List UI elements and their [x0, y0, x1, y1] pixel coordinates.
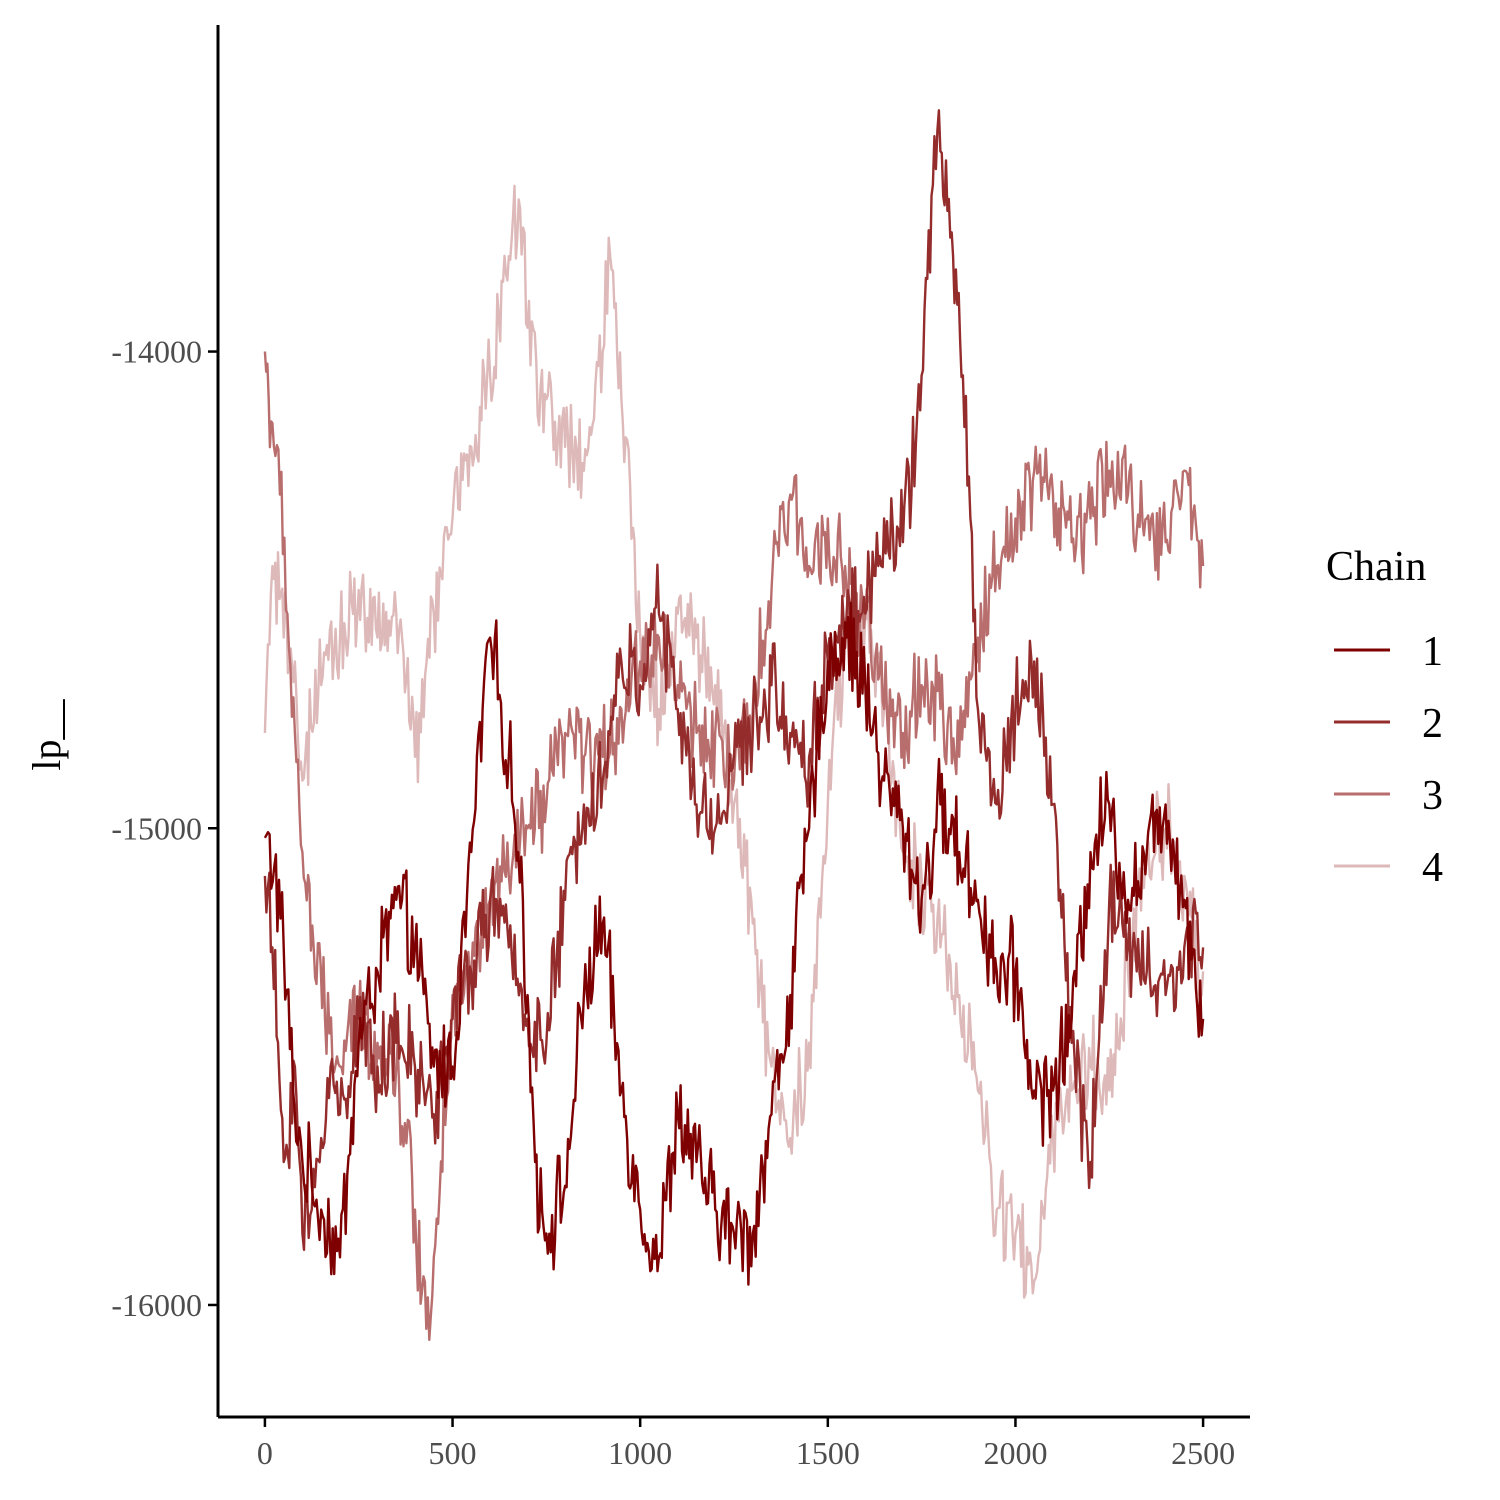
x-tick-label: 1000 — [608, 1435, 672, 1471]
legend-title: Chain — [1326, 544, 1426, 590]
x-tick-label: 0 — [257, 1435, 273, 1471]
y-tick-label: -14000 — [111, 334, 202, 370]
legend-label-chain-1: 1 — [1422, 629, 1443, 675]
x-ticks: 0 500 1000 1500 2000 2500 — [257, 1417, 1235, 1471]
legend-label-chain-2: 2 — [1422, 701, 1443, 747]
y-axis-title: lp__ — [24, 698, 69, 770]
x-tick-label: 2500 — [1171, 1435, 1235, 1471]
x-tick-label: 1500 — [796, 1435, 860, 1471]
y-tick-label: -15000 — [111, 810, 202, 846]
x-tick-label: 500 — [429, 1435, 477, 1471]
series-line-chain-4 — [263, 184, 1205, 1299]
legend: 1 2 3 4 — [1334, 629, 1443, 891]
legend-label-chain-4: 4 — [1422, 845, 1443, 891]
series-line-chain-2 — [263, 109, 1205, 1252]
series-line-chain-1 — [263, 601, 1205, 1286]
x-tick-label: 2000 — [983, 1435, 1047, 1471]
legend-label-chain-3: 3 — [1422, 773, 1443, 819]
series-line-chain-3 — [263, 351, 1205, 1342]
series-layer — [263, 109, 1205, 1342]
y-ticks: -14000 -15000 -16000 — [111, 334, 218, 1323]
y-tick-label: -16000 — [111, 1287, 202, 1323]
